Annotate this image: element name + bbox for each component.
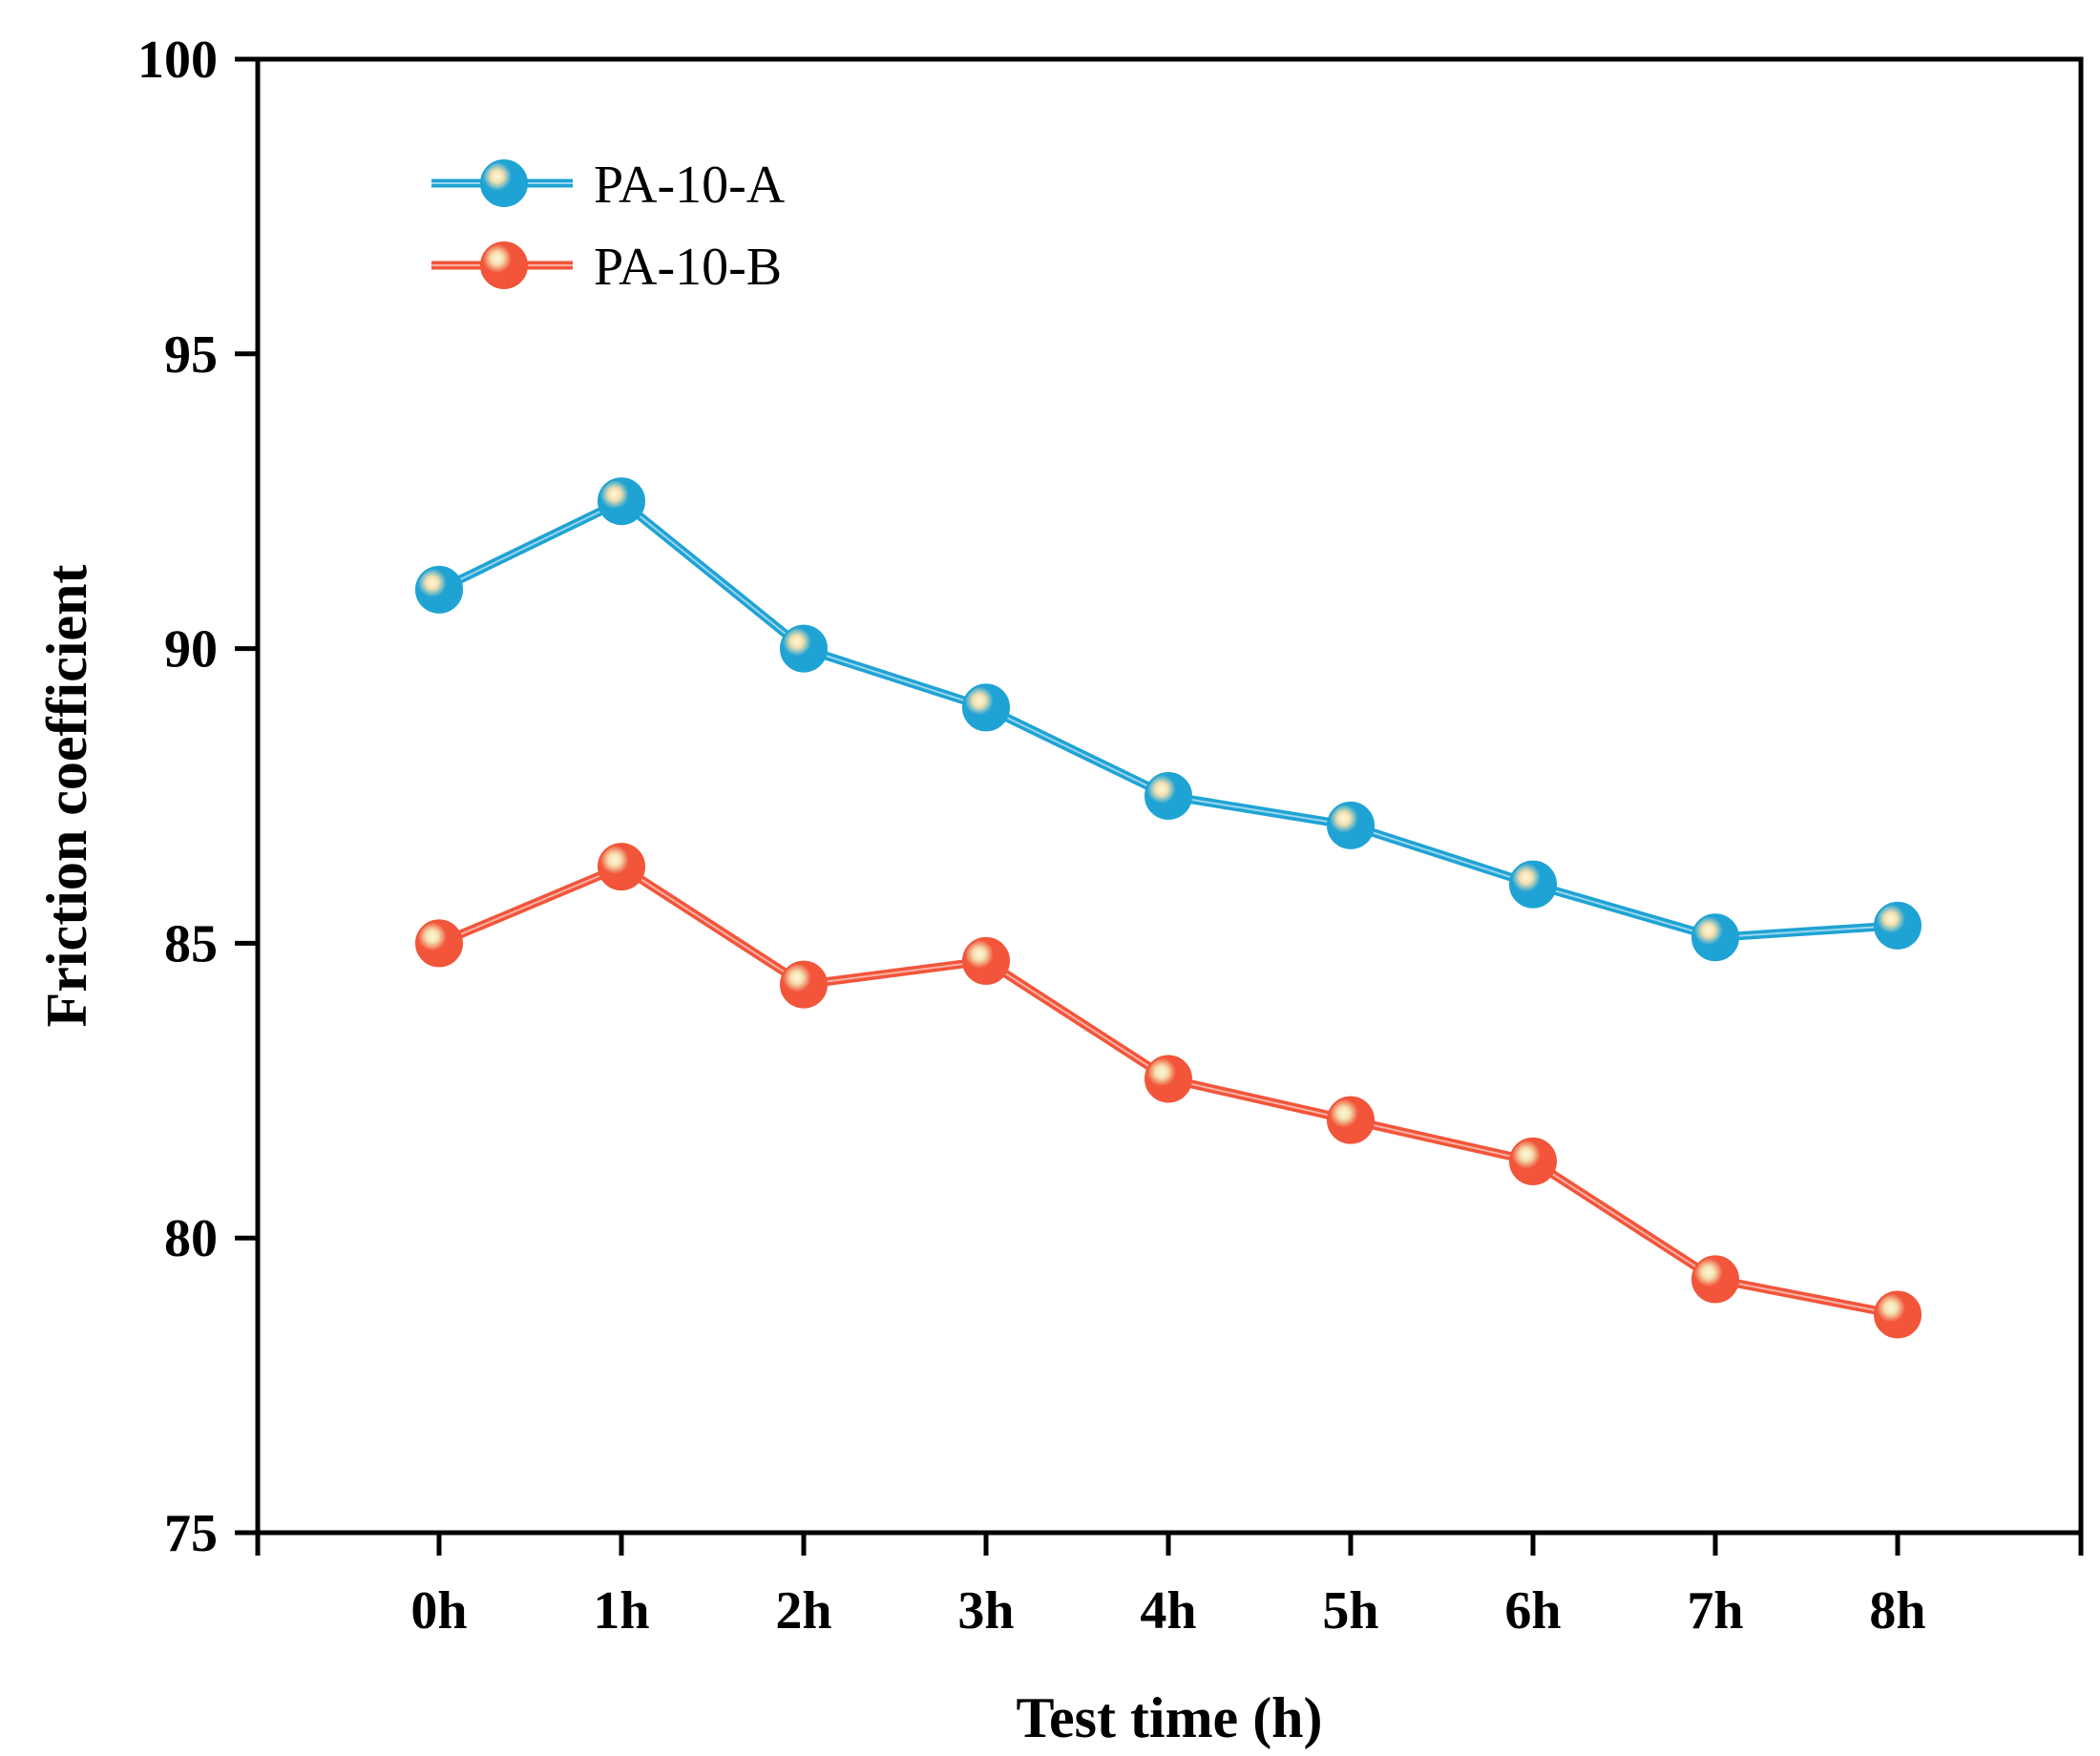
data-point xyxy=(415,565,463,614)
y-tick-label: 80 xyxy=(164,1209,218,1268)
data-point xyxy=(1327,1096,1375,1144)
x-tick-label: 8h xyxy=(1869,1581,1925,1641)
y-tick-label: 75 xyxy=(164,1504,218,1563)
x-tick-label: 6h xyxy=(1504,1581,1561,1641)
x-tick-label: 1h xyxy=(593,1581,649,1641)
data-point xyxy=(962,683,1010,732)
legend-marker xyxy=(480,241,528,289)
series-line xyxy=(437,496,1899,942)
legend-label: PA-10-A xyxy=(594,156,786,215)
x-axis: 0h 1h 2h 3h 4h 5h 6h 7h 8h xyxy=(255,1533,2084,1641)
y-axis: 75 80 85 90 95 100 xyxy=(137,31,258,1563)
data-point xyxy=(1691,1255,1739,1304)
x-tick-label: 7h xyxy=(1687,1581,1743,1641)
data-point xyxy=(1874,901,1922,950)
legend-marker xyxy=(480,159,528,207)
x-tick-label: 3h xyxy=(957,1581,1014,1641)
y-tick-label: 100 xyxy=(137,31,218,90)
data-point xyxy=(1509,1137,1557,1185)
legend: PA-10-A PA-10-B xyxy=(431,156,786,297)
y-tick-label: 85 xyxy=(164,914,218,973)
data-point xyxy=(780,960,828,1009)
data-point xyxy=(598,477,645,526)
data-point xyxy=(1327,801,1375,849)
y-axis-title: Friction coefficient xyxy=(35,565,98,1028)
y-tick-label: 90 xyxy=(164,620,218,679)
data-point xyxy=(598,843,645,891)
y-tick-label: 95 xyxy=(164,325,218,385)
data-point xyxy=(1874,1290,1922,1339)
x-tick-label: 4h xyxy=(1140,1581,1196,1641)
data-point xyxy=(1691,913,1739,962)
data-point xyxy=(780,624,828,673)
x-axis-title: Test time (h) xyxy=(1016,1686,1322,1749)
x-tick-label: 2h xyxy=(775,1581,831,1641)
x-tick-label: 5h xyxy=(1322,1581,1378,1641)
data-point xyxy=(1509,860,1557,909)
x-tick-label: 0h xyxy=(410,1581,467,1641)
data-point xyxy=(415,919,463,968)
data-point xyxy=(1144,772,1192,820)
series-line-highlight xyxy=(438,500,1899,939)
legend-label: PA-10-B xyxy=(594,238,782,297)
data-point xyxy=(1144,1055,1192,1103)
data-point xyxy=(962,936,1010,985)
series-layer xyxy=(415,477,1922,1339)
